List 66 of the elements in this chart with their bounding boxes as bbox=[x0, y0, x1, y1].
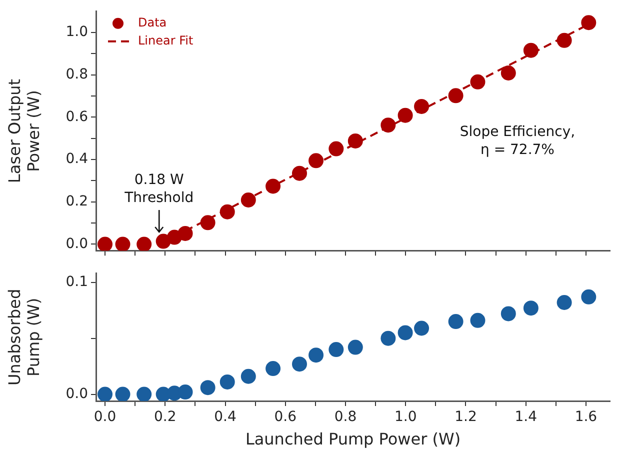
legend-label: Linear Fit bbox=[138, 34, 194, 48]
y-tick-label: 0.0 bbox=[66, 236, 88, 252]
annotation: Slope Efficiency, η = 72.7% bbox=[460, 124, 576, 158]
x-tick-label: 0.8 bbox=[334, 409, 357, 426]
point bbox=[178, 384, 193, 400]
point bbox=[500, 66, 516, 80]
point bbox=[380, 330, 396, 346]
x-tick-label: 0.6 bbox=[274, 409, 297, 426]
point bbox=[292, 356, 307, 372]
point bbox=[380, 118, 396, 133]
point bbox=[414, 98, 430, 114]
x-axis-title: Launched Pump Power (W) bbox=[245, 430, 461, 449]
y-axis-title: Unabsorbed Pump (W) bbox=[4, 288, 43, 386]
point bbox=[500, 306, 516, 322]
point bbox=[328, 342, 344, 358]
point bbox=[581, 289, 596, 304]
x-tick-label: 1.0 bbox=[394, 409, 417, 426]
legend-label: Data bbox=[138, 16, 167, 30]
y-tick-label: 0.6 bbox=[66, 108, 88, 125]
point bbox=[523, 42, 538, 58]
point bbox=[292, 166, 307, 181]
point bbox=[556, 295, 572, 310]
point bbox=[328, 141, 344, 156]
point bbox=[200, 380, 216, 396]
point bbox=[266, 178, 281, 194]
point bbox=[200, 215, 216, 230]
y-tick-label: 0.8 bbox=[66, 66, 88, 83]
x-tick-label: 0.4 bbox=[214, 409, 236, 426]
annotation: 0.18 W Threshold bbox=[124, 172, 194, 206]
y-axis-title: Laser Output Power (W) bbox=[4, 78, 43, 184]
point bbox=[398, 108, 413, 123]
point bbox=[136, 236, 152, 251]
point bbox=[115, 386, 130, 401]
x-tick-label: 0.2 bbox=[154, 409, 176, 426]
point bbox=[414, 320, 430, 336]
point bbox=[398, 325, 413, 340]
point bbox=[581, 15, 596, 30]
y-tick-label: 0.0 bbox=[66, 386, 88, 402]
point bbox=[240, 192, 256, 208]
point bbox=[348, 133, 363, 148]
point bbox=[98, 236, 113, 251]
point bbox=[448, 314, 464, 330]
point bbox=[266, 361, 281, 376]
point bbox=[470, 312, 486, 328]
point bbox=[178, 226, 193, 241]
point bbox=[470, 74, 486, 90]
x-tick-label: 1.6 bbox=[574, 409, 598, 426]
point bbox=[523, 300, 538, 316]
point bbox=[308, 153, 324, 168]
point bbox=[115, 236, 130, 251]
point bbox=[348, 340, 363, 355]
point bbox=[136, 386, 152, 401]
point bbox=[240, 368, 256, 384]
x-tick-label: 0.0 bbox=[94, 409, 116, 426]
point bbox=[556, 32, 572, 48]
x-tick-label: 1.2 bbox=[454, 409, 477, 426]
point bbox=[98, 386, 113, 401]
point bbox=[308, 348, 324, 363]
y-tick-label: 0.2 bbox=[66, 194, 88, 210]
point bbox=[220, 204, 235, 220]
y-tick-label: 1.0 bbox=[66, 24, 88, 40]
y-tick-label: 0.1 bbox=[66, 274, 88, 290]
point bbox=[448, 88, 464, 104]
y-tick-label: 0.4 bbox=[66, 151, 88, 168]
x-tick-label: 1.4 bbox=[514, 409, 538, 426]
point bbox=[220, 374, 235, 390]
